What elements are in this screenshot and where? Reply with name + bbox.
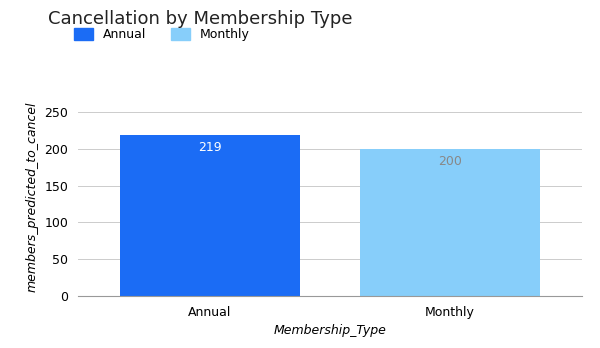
Y-axis label: members_predicted_to_cancel: members_predicted_to_cancel [26, 101, 39, 292]
X-axis label: Membership_Type: Membership_Type [274, 324, 386, 337]
Text: 200: 200 [438, 155, 462, 168]
Text: 219: 219 [198, 141, 222, 154]
Text: Cancellation by Membership Type: Cancellation by Membership Type [48, 10, 353, 29]
Bar [360, 149, 540, 296]
Legend: Annual, Monthly: Annual, Monthly [74, 28, 250, 41]
Bar [120, 135, 300, 296]
